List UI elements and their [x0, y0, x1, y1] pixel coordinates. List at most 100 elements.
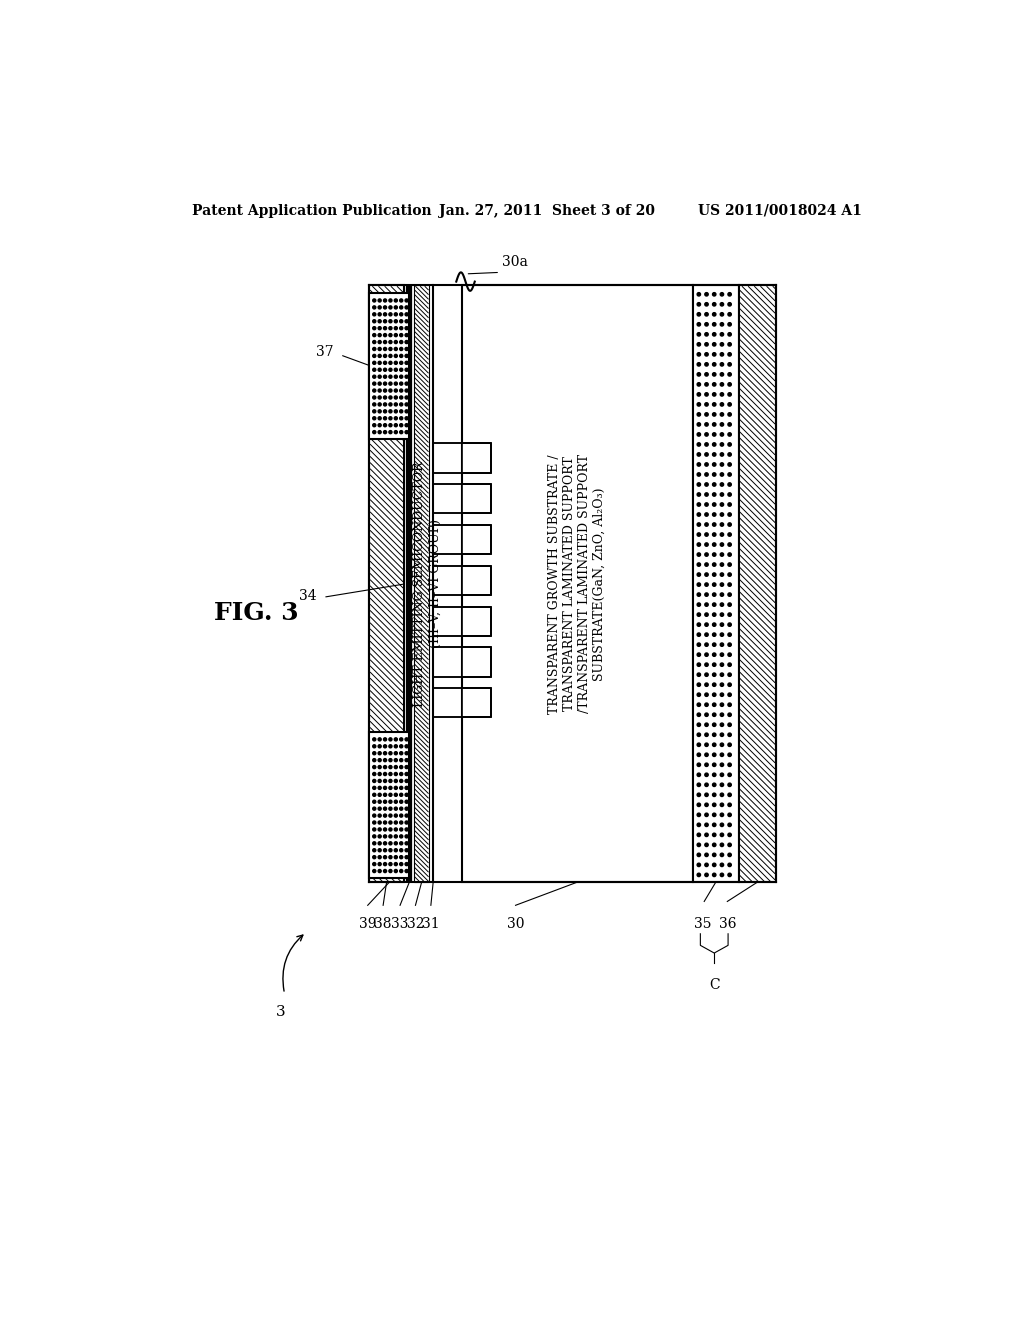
Circle shape: [728, 853, 731, 857]
Circle shape: [697, 533, 700, 536]
Circle shape: [394, 362, 397, 364]
Circle shape: [728, 463, 731, 466]
Circle shape: [384, 855, 387, 859]
Circle shape: [384, 375, 387, 379]
Circle shape: [705, 612, 709, 616]
Circle shape: [389, 334, 392, 337]
Circle shape: [728, 403, 731, 407]
Text: FIG. 3: FIG. 3: [214, 601, 298, 624]
Circle shape: [697, 824, 700, 826]
Circle shape: [378, 787, 381, 789]
Circle shape: [697, 693, 700, 697]
Circle shape: [394, 772, 397, 776]
Text: 30: 30: [507, 917, 524, 931]
Circle shape: [697, 673, 700, 676]
Circle shape: [697, 723, 700, 726]
Circle shape: [384, 793, 387, 796]
Circle shape: [389, 326, 392, 330]
Circle shape: [697, 682, 700, 686]
Circle shape: [384, 862, 387, 866]
Circle shape: [378, 375, 381, 379]
Circle shape: [399, 403, 402, 407]
Circle shape: [373, 424, 376, 426]
Circle shape: [384, 396, 387, 399]
Circle shape: [384, 424, 387, 426]
Circle shape: [697, 302, 700, 306]
Circle shape: [399, 368, 402, 371]
Circle shape: [406, 313, 409, 315]
Circle shape: [378, 849, 381, 851]
Circle shape: [394, 334, 397, 337]
Circle shape: [720, 372, 724, 376]
Circle shape: [705, 663, 709, 667]
Circle shape: [728, 363, 731, 366]
Circle shape: [399, 842, 402, 845]
Circle shape: [713, 302, 716, 306]
Circle shape: [406, 744, 409, 748]
Circle shape: [399, 430, 402, 434]
Circle shape: [384, 326, 387, 330]
Circle shape: [389, 821, 392, 824]
Circle shape: [399, 354, 402, 358]
Circle shape: [720, 293, 724, 296]
Circle shape: [720, 543, 724, 546]
Circle shape: [384, 403, 387, 407]
Circle shape: [697, 603, 700, 606]
Circle shape: [394, 430, 397, 434]
Circle shape: [728, 793, 731, 796]
Circle shape: [713, 843, 716, 846]
Circle shape: [399, 766, 402, 768]
Circle shape: [697, 843, 700, 846]
Circle shape: [728, 422, 731, 426]
Circle shape: [378, 772, 381, 776]
Circle shape: [394, 862, 397, 866]
Circle shape: [720, 673, 724, 676]
Text: 3: 3: [275, 1006, 286, 1019]
Circle shape: [373, 772, 376, 776]
Circle shape: [373, 368, 376, 371]
Circle shape: [373, 759, 376, 762]
Circle shape: [728, 612, 731, 616]
Circle shape: [697, 743, 700, 746]
Bar: [370, 285, 403, 882]
Circle shape: [394, 389, 397, 392]
Circle shape: [378, 368, 381, 371]
Circle shape: [378, 800, 381, 804]
Circle shape: [720, 653, 724, 656]
Circle shape: [720, 623, 724, 626]
Circle shape: [713, 313, 716, 315]
Circle shape: [720, 333, 724, 337]
Bar: [692, 285, 739, 882]
Circle shape: [406, 834, 409, 838]
Circle shape: [378, 738, 381, 741]
Circle shape: [713, 774, 716, 776]
Circle shape: [406, 821, 409, 824]
Circle shape: [394, 779, 397, 783]
Circle shape: [373, 417, 376, 420]
Circle shape: [373, 779, 376, 783]
Circle shape: [384, 821, 387, 824]
Circle shape: [373, 389, 376, 392]
Circle shape: [394, 313, 397, 315]
Circle shape: [697, 553, 700, 556]
Circle shape: [384, 834, 387, 838]
Circle shape: [384, 814, 387, 817]
Circle shape: [389, 744, 392, 748]
Circle shape: [389, 389, 392, 392]
Circle shape: [389, 313, 392, 315]
Circle shape: [728, 634, 731, 636]
Circle shape: [399, 807, 402, 810]
Circle shape: [705, 513, 709, 516]
Circle shape: [373, 821, 376, 824]
Circle shape: [384, 800, 387, 804]
Circle shape: [713, 352, 716, 356]
Circle shape: [373, 744, 376, 748]
Circle shape: [697, 503, 700, 506]
Circle shape: [389, 807, 392, 810]
Circle shape: [713, 704, 716, 706]
Circle shape: [373, 319, 376, 323]
Circle shape: [713, 723, 716, 726]
Circle shape: [728, 513, 731, 516]
Circle shape: [406, 738, 409, 741]
Circle shape: [713, 874, 716, 876]
